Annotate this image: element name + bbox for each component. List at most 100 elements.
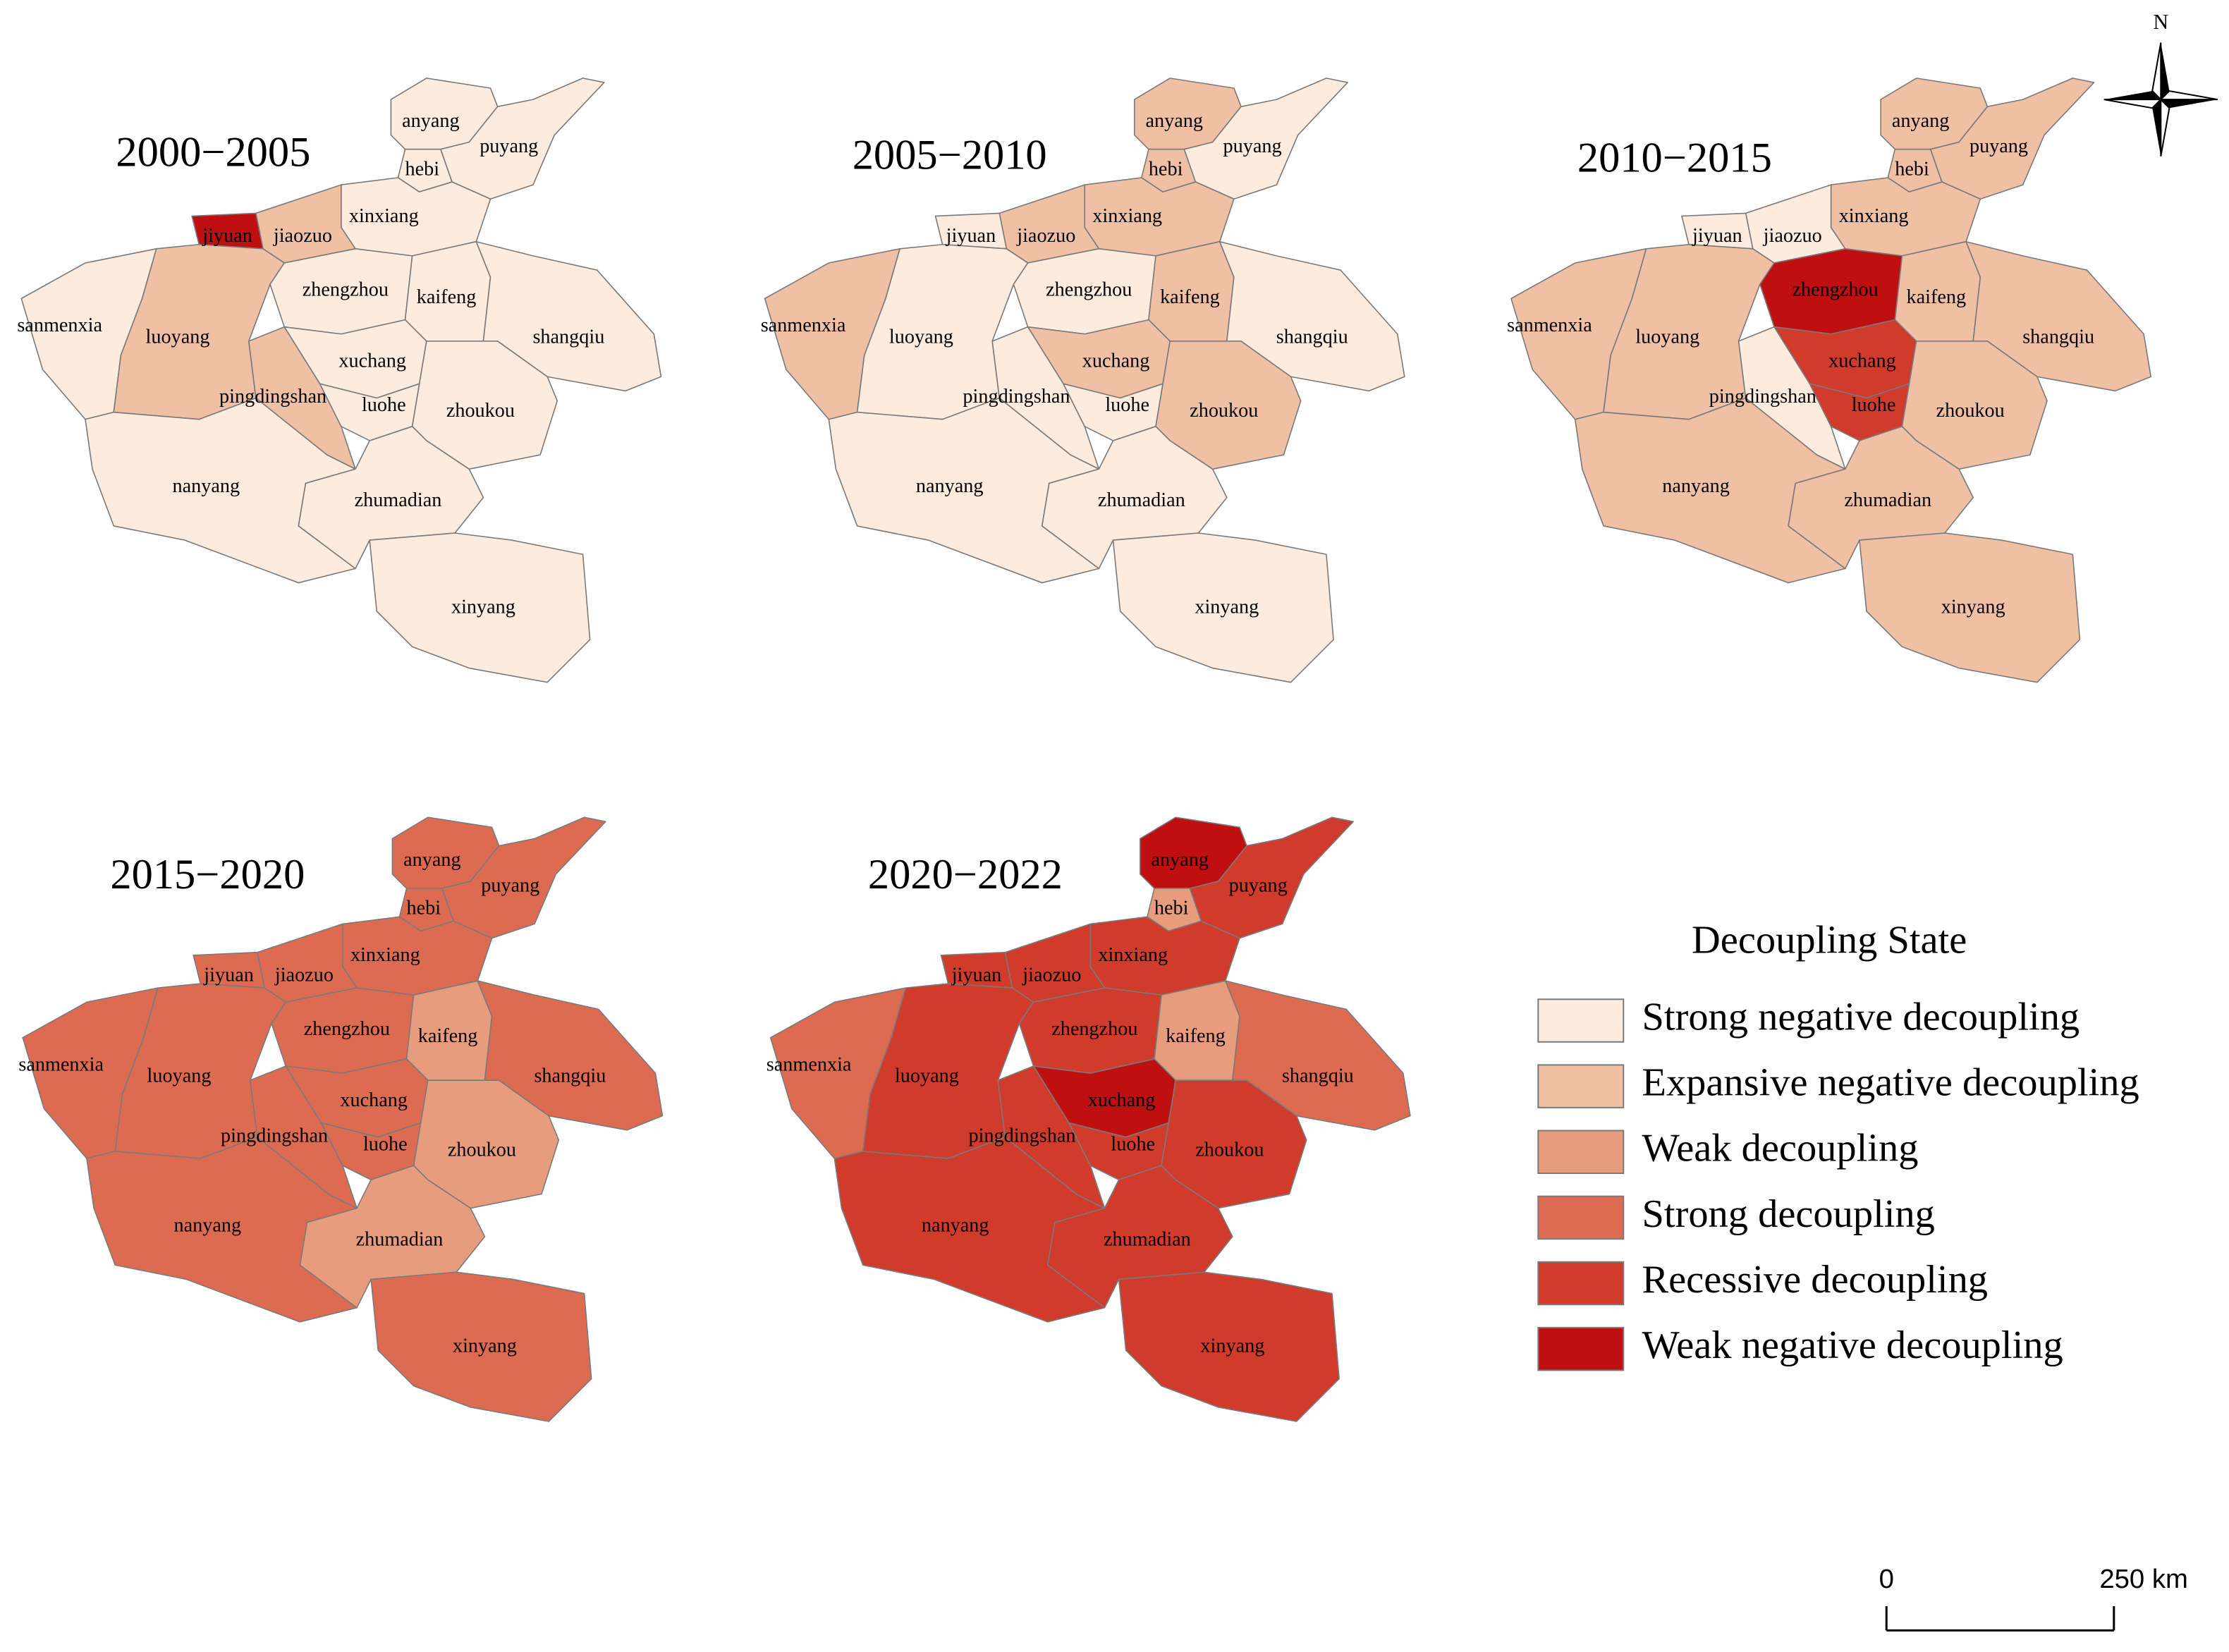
region-label: xinyang [1200, 1335, 1264, 1357]
region-label: zhoukou [448, 1139, 516, 1161]
region-label: kaifeng [1160, 286, 1220, 308]
region [477, 980, 664, 1131]
region-label: shangqiu [1282, 1065, 1354, 1087]
region-label: xinyang [451, 596, 515, 618]
region-label: zhengzhou [303, 279, 389, 301]
region-label: nanyang [922, 1214, 989, 1236]
region [298, 425, 484, 570]
region [1219, 240, 1405, 392]
region [413, 1079, 560, 1209]
region-label: xinyang [453, 1335, 517, 1357]
region-label: luoyang [147, 1065, 212, 1087]
region-label: jiyuan [203, 964, 254, 986]
region [1224, 980, 1411, 1131]
region [1041, 425, 1228, 570]
region-label: puyang [1229, 874, 1288, 896]
scale-bar: 0 250 km [1879, 1564, 2188, 1632]
region-label: shangqiu [532, 326, 604, 348]
region-label: xinxiang [349, 205, 419, 227]
region-label: zhumadian [1098, 489, 1185, 511]
region-label: luohe [1111, 1133, 1155, 1155]
legend-label: Expansive negative decoupling [1642, 1061, 2139, 1105]
region-label: zhumadian [1104, 1228, 1191, 1250]
region-label: zhengzhou [1051, 1018, 1137, 1040]
region-label: xuchang [340, 1089, 408, 1111]
panel-title: 2000−2005 [116, 129, 310, 176]
region-label: pingdingshan [221, 1125, 328, 1146]
region-label: pingdingshan [219, 386, 326, 408]
region-label: puyang [481, 874, 539, 896]
region-label: zhengzhou [1046, 279, 1132, 301]
panel-title: 2005−2010 [853, 132, 1047, 179]
region-label: zhoukou [1936, 400, 2005, 422]
arrow-part [2151, 42, 2162, 102]
region-label: jiaozuo [1763, 225, 1822, 247]
arrow-part [2103, 99, 2163, 109]
region-label: jiaozuo [273, 225, 332, 247]
region-label: xinxiang [1839, 205, 1909, 227]
arrow-part [2158, 90, 2218, 101]
region-label: shangqiu [534, 1065, 606, 1087]
scale-label: 250 km [2099, 1564, 2188, 1594]
region-label: shangqiu [1276, 326, 1348, 348]
region-label: luoyang [895, 1065, 959, 1087]
region-label: puyang [1223, 135, 1282, 157]
region-label: anyang [1892, 110, 1949, 132]
region-label: nanyang [916, 475, 984, 497]
region-label: hebi [1149, 158, 1183, 180]
region-label: xuchang [1828, 350, 1896, 372]
region-label: kaifeng [1906, 286, 1966, 308]
region [369, 532, 591, 683]
region-label: zhumadian [356, 1228, 444, 1250]
region-label: xuchang [338, 350, 406, 372]
legend-label: Strong negative decoupling [1642, 995, 2080, 1039]
region-label: shangqiu [2022, 326, 2094, 348]
region-label: hebi [1154, 898, 1189, 919]
legend-swatch [1537, 1130, 1625, 1175]
region-label: kaifeng [417, 286, 477, 308]
region [1161, 1079, 1307, 1209]
panel-title: 2015−2020 [110, 851, 305, 898]
region [411, 341, 558, 470]
region [1046, 1165, 1233, 1309]
region-label: kaifeng [418, 1025, 478, 1047]
region-label: sanmenxia [17, 314, 102, 336]
legend-label: Weak negative decoupling [1642, 1323, 2063, 1367]
region [1929, 78, 2095, 200]
region-label: hebi [1895, 158, 1929, 180]
region-label: luoyang [146, 326, 210, 348]
panel-title: 2020−2022 [868, 851, 1063, 898]
region-label: kaifeng [1166, 1025, 1226, 1047]
legend-label: Strong decoupling [1642, 1192, 1934, 1236]
region-label: luohe [362, 394, 406, 416]
panel-title: 2010−2015 [1577, 135, 1772, 182]
region-label: zhumadian [355, 489, 442, 511]
region-label: nanyang [1662, 475, 1730, 497]
legend-swatch [1537, 1261, 1625, 1306]
region-label: jiyuan [202, 225, 252, 247]
region-label: luoyang [889, 326, 953, 348]
region-label: hebi [405, 158, 439, 180]
region-label: jiaozuo [1022, 964, 1081, 986]
region [1965, 240, 2152, 392]
region-label: luohe [363, 1133, 408, 1155]
region-label: luoyang [1635, 326, 1699, 348]
region-label: puyang [480, 135, 538, 157]
region-label: luohe [1852, 394, 1896, 416]
canvas: Decoupling State 0 250 km N anyang hebi pu… [17, 10, 2218, 1632]
region-label: sanmenxia [1507, 314, 1592, 336]
region-label: zhoukou [1190, 400, 1258, 422]
region [370, 1271, 592, 1422]
region-label: zhoukou [1195, 1139, 1264, 1161]
scale-label: 0 [1879, 1564, 1894, 1594]
region [475, 240, 662, 392]
region-label: anyang [1145, 110, 1202, 132]
region [441, 816, 606, 939]
region-label: zhengzhou [1793, 279, 1879, 301]
region [299, 1165, 486, 1309]
region-label: xinxiang [350, 944, 420, 966]
map-panel: anyang hebi puyang xinxiang jiaozuo jiyuan san… [761, 78, 1405, 683]
region-label: luohe [1105, 394, 1149, 416]
arrow-part [2103, 91, 2161, 100]
region [1901, 341, 2048, 470]
